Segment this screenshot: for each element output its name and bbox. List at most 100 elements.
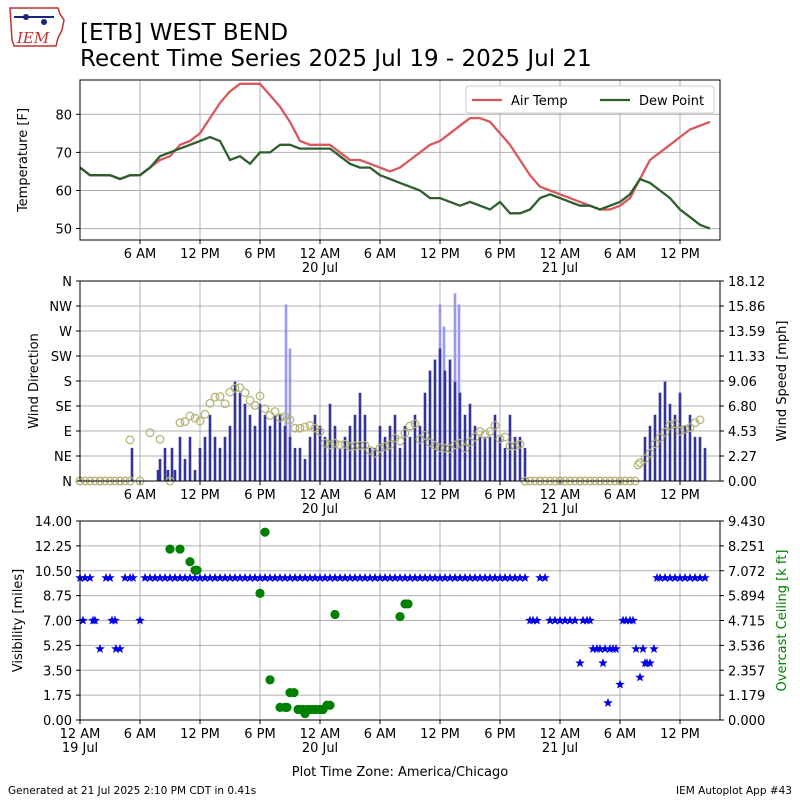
wind-speed-tick-label: 6.80 [728,400,757,415]
wind-direction-point [270,407,280,417]
visibility-point [505,572,515,582]
visibility-point [550,615,560,625]
visibility-point [235,572,245,582]
visibility-point [155,572,165,582]
visibility-point [345,572,355,582]
visibility-point [565,615,575,625]
visibility-point [160,572,170,582]
visibility-point [90,615,100,625]
visibility-point [615,679,625,689]
visibility-point [595,643,605,653]
wind-direction-point [335,440,345,450]
visibility-tick-label: 1.75 [43,689,72,704]
wind-direction-tick-label: NE [54,450,72,465]
x-tick-label: 6 AM [604,488,637,503]
visibility-tick-label: 8.75 [43,590,72,605]
y-tick-label: 70 [55,146,72,161]
wind-direction-point [245,395,255,405]
x-tick-label: 6 PM [244,488,275,503]
visibility-tick-label: 14.00 [35,515,72,530]
visibility-point [585,615,595,625]
visibility-tick-label: 3.50 [43,664,72,679]
visibility-point [560,615,570,625]
x-tick-sublabel: 21 Jul [542,741,578,756]
visibility-point [350,572,360,582]
visibility-point [101,572,111,582]
wind-speed-bar [130,447,134,481]
wind-speed-bar [338,447,342,481]
wind-speed-bar [193,469,197,481]
visibility-point [310,572,320,582]
x-tick-label: 6 AM [604,247,637,262]
ceiling-point [260,527,270,537]
wind-speed-bar [166,469,170,481]
wind-direction-point [300,422,310,432]
visibility-point [330,572,340,582]
visibility-point [175,572,185,582]
visibility-point [265,572,275,582]
x-tick-label: 6 AM [124,488,157,503]
visibility-point [445,572,455,582]
visibility-point [200,572,210,582]
wind-speed-bar [403,425,407,481]
x-tick-sublabel: 21 Jul [542,261,578,276]
ceiling-tick-label: 3.536 [728,639,765,654]
wind-direction-point [695,415,705,425]
visibility-point [210,572,220,582]
visibility-point [180,572,190,582]
wind-direction-point [195,416,205,426]
wind-direction-point [225,387,235,397]
ceiling-tick-label: 9.430 [728,515,765,530]
wind-direction-point [365,445,375,455]
wind-speed-bar [358,392,362,481]
visibility-point [535,572,545,582]
wind-speed-bar [258,403,262,481]
visibility-point [135,615,145,625]
wind-direction-point [633,460,643,470]
wind-direction-tick-label: E [64,425,72,440]
wind-speed-bar [208,414,212,481]
visibility-point [285,572,295,582]
wind-direction-point [465,437,475,447]
wind-direction-point [145,428,155,438]
x-tick-label: 6 PM [484,727,515,742]
wind-speed-bar [158,458,162,481]
wind-speed-bar [373,447,377,481]
wind-speed-bar [333,425,337,481]
wind-speed-bar [448,359,452,481]
temperature-legend: Air Temp Dew Point [465,85,715,114]
x-tick-label: 12 PM [660,247,700,262]
ceiling-point [175,544,185,554]
visibility-point [360,572,370,582]
x-tick-label: 12 AM [540,488,581,503]
wind-speed-bar [458,392,462,481]
visibility-point [460,572,470,582]
wind-direction-point [205,398,215,408]
wind-direction-point [405,421,415,431]
visibility-point [500,572,510,582]
wind-speed-bar [673,414,677,481]
wind-direction-point [635,458,645,468]
wind-direction-point [660,427,670,437]
wind-speed-tick-label: 4.53 [728,425,757,440]
wind-direction-point [320,438,330,448]
x-tick-sublabel: 20 Jul [302,502,338,517]
wind-speed-bar [378,425,382,481]
chart-title-line1: [ETB] WEST BEND [80,20,288,46]
visibility-point [315,572,325,582]
visibility-point [215,572,225,582]
wind-speed-tick-label: 18.12 [728,275,765,290]
wind-direction-tick-label: S [64,375,72,390]
visibility-point [115,643,125,653]
visibility-point [415,572,425,582]
wind-speed-bar [243,403,247,481]
visibility-point [578,615,588,625]
visibility-point [110,615,120,625]
wind-direction-point [250,400,260,410]
x-tick-label: 12 PM [420,727,460,742]
wind-speed-bar [213,436,217,481]
visibility-point [170,572,180,582]
visibility-point [305,572,315,582]
wind-speed-bar [343,436,347,481]
